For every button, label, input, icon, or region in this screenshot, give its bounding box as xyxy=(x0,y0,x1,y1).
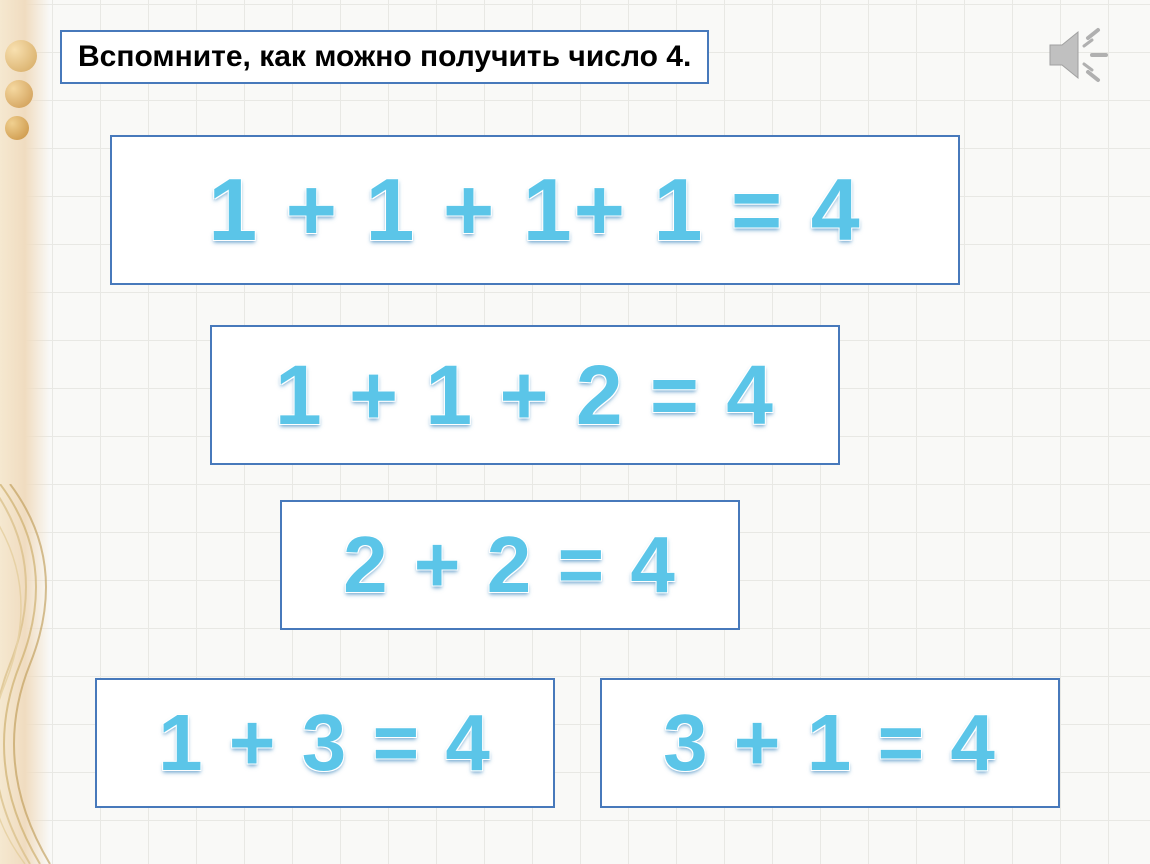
equation-1: 1 + 1 + 1+ 1 = 4 xyxy=(208,159,861,261)
slide-title: Вспомните, как можно получить число 4. xyxy=(78,40,691,74)
bead-decoration xyxy=(5,80,33,108)
title-box: Вспомните, как можно получить число 4. xyxy=(60,30,709,84)
equation-3: 2 + 2 = 4 xyxy=(343,519,677,611)
bead-decoration xyxy=(5,116,29,140)
equation-2: 1 + 1 + 2 = 4 xyxy=(275,347,775,444)
equation-box-2: 1 + 1 + 2 = 4 xyxy=(210,325,840,465)
bead-decoration xyxy=(5,40,37,72)
equation-box-1: 1 + 1 + 1+ 1 = 4 xyxy=(110,135,960,285)
decorative-beads xyxy=(5,40,37,148)
curve-decoration xyxy=(0,484,70,864)
equation-box-3: 2 + 2 = 4 xyxy=(280,500,740,630)
speaker-icon[interactable] xyxy=(1040,20,1120,90)
equation-box-4: 1 + 3 = 4 xyxy=(95,678,555,808)
equation-box-5: 3 + 1 = 4 xyxy=(600,678,1060,808)
equation-5: 3 + 1 = 4 xyxy=(663,697,997,789)
equation-4: 1 + 3 = 4 xyxy=(158,697,492,789)
